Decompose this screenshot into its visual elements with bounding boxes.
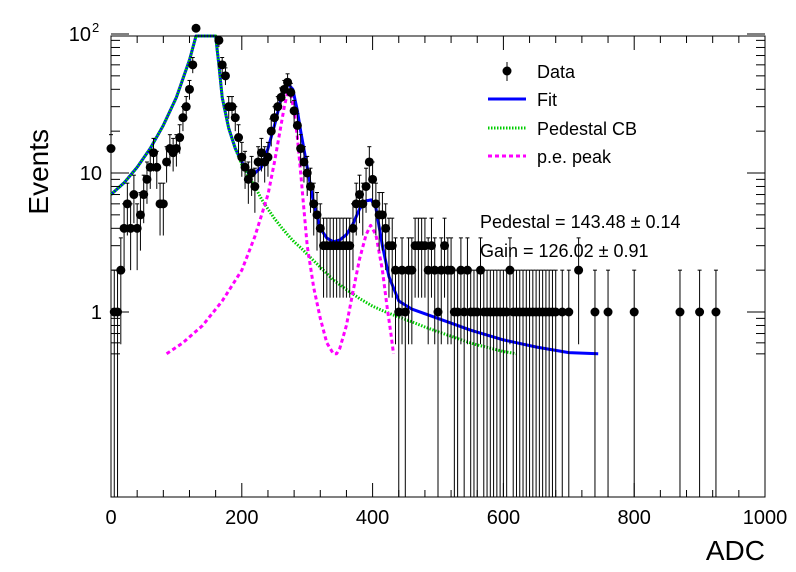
data-point xyxy=(695,269,705,497)
data-point xyxy=(220,67,230,86)
curve-fit xyxy=(110,34,599,356)
y-tick-label: 10 xyxy=(69,24,91,46)
data-point xyxy=(629,269,639,497)
x-tick-label: 200 xyxy=(225,507,258,529)
data-point xyxy=(355,174,365,224)
data-point xyxy=(299,146,309,183)
data-point xyxy=(210,35,215,37)
data-point xyxy=(675,269,685,497)
data-point xyxy=(397,237,407,345)
data-point xyxy=(217,57,227,74)
data-point xyxy=(381,203,391,271)
data-point xyxy=(286,82,296,104)
data-point xyxy=(237,141,247,177)
data-point xyxy=(234,124,244,154)
data-point xyxy=(207,35,212,37)
y-tick-label: 10 xyxy=(80,163,102,185)
x-tick-label: 600 xyxy=(487,507,520,529)
data-point xyxy=(315,203,325,271)
legend-label-pe-peak: p.e. peak xyxy=(537,147,612,167)
data-point xyxy=(250,167,260,213)
data-point xyxy=(440,217,450,298)
legend: Data Fit Pedestal CB p.e. peak xyxy=(488,62,637,167)
x-tick-label: 800 xyxy=(618,507,651,529)
data-point xyxy=(158,182,168,236)
data-point xyxy=(453,269,463,497)
data-point xyxy=(312,192,322,251)
data-point xyxy=(175,124,185,154)
data-point xyxy=(214,35,224,48)
data-point xyxy=(390,237,400,345)
data-point xyxy=(557,269,567,497)
data-point xyxy=(126,203,136,271)
data-point xyxy=(203,35,208,37)
data-point xyxy=(446,237,456,345)
data-point xyxy=(551,269,561,497)
data-point xyxy=(361,167,371,213)
data-point xyxy=(387,217,397,298)
data-point xyxy=(456,237,466,345)
data-point xyxy=(476,237,486,345)
annotation-pedestal: Pedestal = 143.48 ± 0.14 xyxy=(480,212,681,232)
data-point xyxy=(502,269,512,497)
data-point xyxy=(377,192,387,251)
data-point xyxy=(348,203,358,271)
data-point xyxy=(574,237,584,345)
data-point xyxy=(256,137,266,172)
data-point xyxy=(358,182,368,236)
data-point xyxy=(420,217,430,298)
data-point xyxy=(472,269,482,497)
annotation-gain: Gain = 126.02 ± 0.91 xyxy=(480,241,649,261)
legend-data-marker xyxy=(502,66,512,76)
data-point xyxy=(188,57,198,74)
data-point xyxy=(191,23,201,37)
y-axis-title: Events xyxy=(23,129,54,215)
data-point xyxy=(590,269,600,497)
curves-layer xyxy=(110,34,599,356)
x-axis-title: ADC xyxy=(706,535,765,566)
y-tick-label-exponent: 2 xyxy=(92,20,99,35)
x-tick-label: 1000 xyxy=(743,507,788,529)
data-point xyxy=(371,182,381,236)
data-point xyxy=(289,99,299,124)
data-point xyxy=(139,174,149,224)
data-point xyxy=(711,269,721,497)
y-tick-label: 1 xyxy=(91,302,102,324)
data-point xyxy=(564,269,574,497)
data-point xyxy=(181,96,191,119)
data-point xyxy=(423,237,433,345)
data-point xyxy=(407,237,417,345)
data-point xyxy=(426,217,436,298)
data-point xyxy=(129,174,139,224)
data-point xyxy=(292,113,302,140)
x-tick-label: 400 xyxy=(356,507,389,529)
data-point xyxy=(240,150,250,189)
data-point xyxy=(152,150,162,189)
data-point xyxy=(263,141,273,177)
data-point xyxy=(368,161,378,204)
legend-label-data: Data xyxy=(537,62,576,82)
legend-label-pedestal: Pedestal CB xyxy=(537,119,637,139)
data-point xyxy=(230,106,240,132)
data-point xyxy=(116,237,126,345)
data-point xyxy=(603,269,613,497)
x-tick-label: 0 xyxy=(105,507,116,529)
curve-p-e-peak xyxy=(165,90,395,356)
legend-label-fit: Fit xyxy=(537,90,557,110)
data-point xyxy=(436,237,446,345)
data-point xyxy=(345,217,355,298)
data-point xyxy=(184,79,194,100)
data-point xyxy=(106,134,116,167)
data-point xyxy=(283,73,293,92)
data-point xyxy=(309,182,319,236)
data-point xyxy=(462,237,472,345)
data-points-layer xyxy=(106,23,721,497)
data-point xyxy=(213,35,218,37)
